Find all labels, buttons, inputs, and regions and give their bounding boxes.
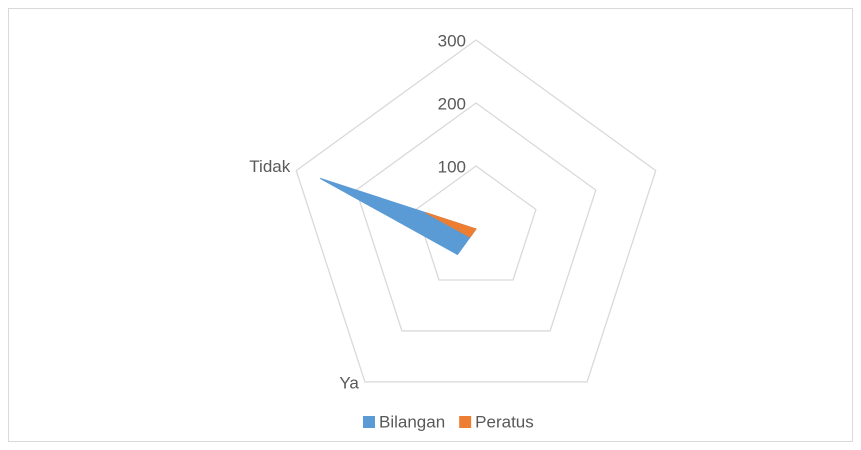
legend-swatch [363, 416, 375, 428]
r-tick-label: 100 [438, 157, 466, 176]
r-tick-label: 200 [438, 94, 466, 113]
legend-label: Peratus [475, 412, 534, 431]
legend-label: Bilangan [379, 412, 445, 431]
series-area [319, 177, 477, 256]
category-label: Ya [339, 373, 359, 392]
category-label: Tidak [249, 157, 290, 176]
legend-swatch [459, 416, 472, 428]
r-tick-label: 300 [438, 31, 466, 50]
series-area [425, 212, 477, 238]
grid-ring [295, 39, 657, 383]
grid-ring [355, 102, 597, 332]
grid-ring [415, 165, 537, 281]
